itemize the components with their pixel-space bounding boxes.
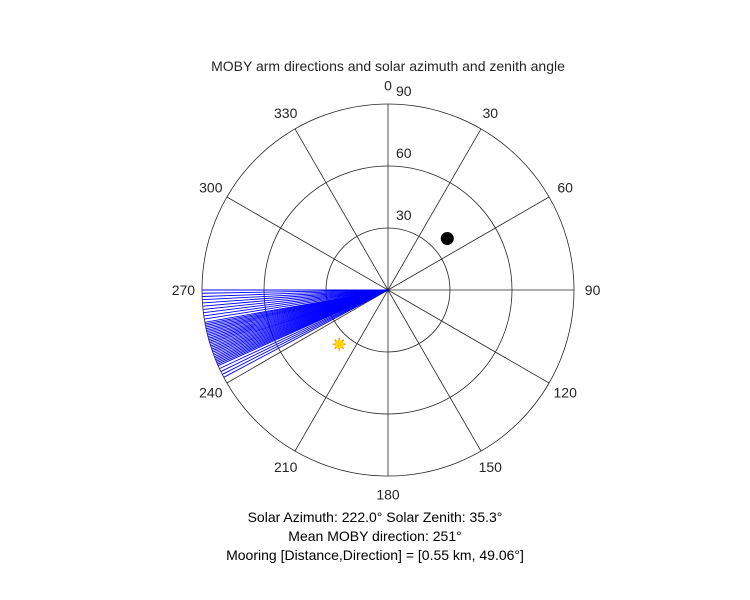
arm-direction-line [222,289,389,375]
angle-label-30: 30 [483,105,499,121]
angle-label-330: 330 [274,105,298,121]
grid-spoke-300 [226,196,389,291]
angle-label-150: 150 [479,459,503,475]
angle-label-300: 300 [199,180,223,196]
angle-label-210: 210 [274,459,298,475]
angle-label-0: 0 [384,77,392,93]
arm-direction-line [204,289,389,323]
arm-direction-line [219,289,389,370]
sun-marker [332,337,346,351]
arm-direction-line [202,289,389,301]
grid-spoke-150 [387,289,482,452]
grid-spoke-60 [387,196,550,291]
arm-direction-line [223,289,389,378]
angle-label-60: 60 [557,180,573,196]
arm-direction-line [220,289,389,372]
arm-direction-lines [202,289,389,378]
ring-label-60: 60 [396,145,412,161]
ring-label-30: 30 [396,207,412,223]
grid-spoke-120 [387,289,550,384]
arm-direction-line [204,289,389,320]
arm-direction-line [202,289,389,304]
data-points [332,231,454,351]
ring-label-90: 90 [396,83,412,99]
angle-label-120: 120 [554,384,578,400]
arm-direction-line [202,289,389,294]
angle-label-240: 240 [199,384,223,400]
grid-spoke-210 [294,289,389,452]
arm-direction-line [202,289,389,307]
angle-label-270: 270 [172,282,196,298]
mean-direction-caption: Mean MOBY direction: 251° [288,528,462,544]
grid-spoke-30 [387,128,482,291]
arm-direction-line [203,289,389,317]
chart-title: MOBY arm directions and solar azimuth an… [211,58,565,74]
grid-spoke-330 [294,128,389,291]
solar-caption: Solar Azimuth: 222.0° Solar Zenith: 35.3… [247,509,503,525]
angle-label-180: 180 [376,487,400,503]
mooring-caption: Mooring [Distance,Direction] = [0.55 km,… [226,547,524,563]
mooring-point [440,231,454,245]
sun-disc [334,339,344,349]
axis-labels: 0 30 60 90 120 150 180 210 240 270 300 330 30 60 90 [172,77,601,502]
arm-direction-line [202,289,389,297]
arm-direction-line [202,289,389,310]
grid-spoke-240 [226,289,389,384]
angle-label-90: 90 [585,282,601,298]
arm-direction-line [203,289,389,314]
